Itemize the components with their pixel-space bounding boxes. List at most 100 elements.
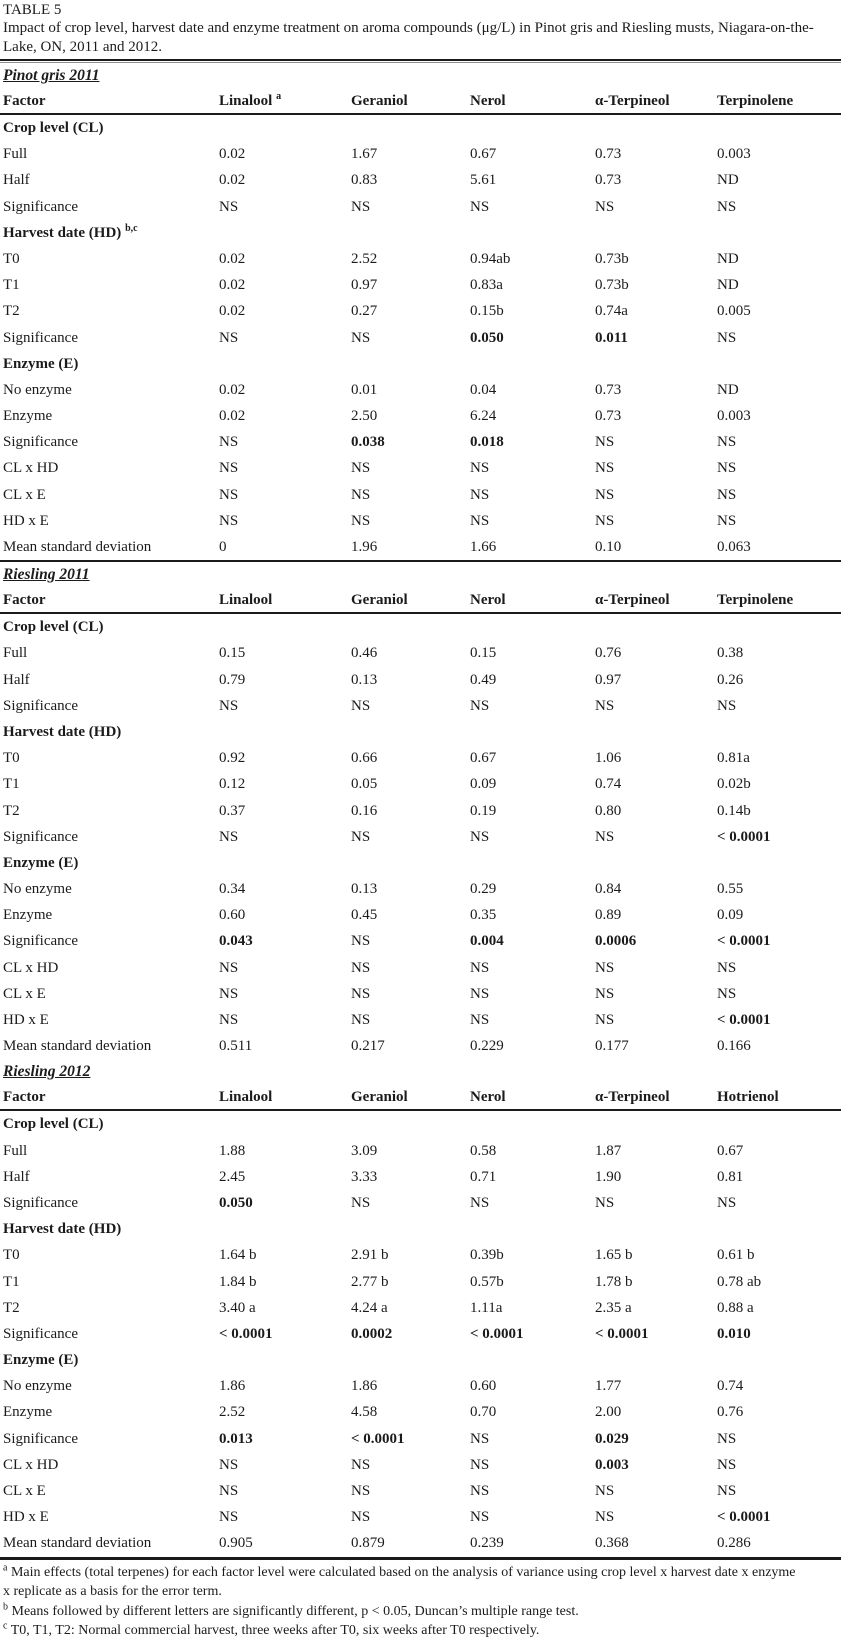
cell-text: NS: [470, 460, 490, 477]
footnote-line: a Main effects (total terpenes) for each…: [3, 1563, 841, 1583]
cell-text: 2.52: [351, 250, 378, 267]
cell-text: NS: [595, 434, 615, 451]
cell-text: Harvest date (HD): [3, 224, 122, 241]
value-cell: 0.13: [351, 876, 470, 902]
cell-text: CL x E: [3, 985, 46, 1002]
cell-text: < 0.0001: [470, 1325, 524, 1342]
value-cell: 1.96: [351, 534, 470, 560]
cell-text: Factor: [3, 93, 46, 109]
value-cell: NS: [219, 482, 351, 508]
value-cell: 0: [219, 534, 351, 560]
cell-text: < 0.0001: [219, 1325, 273, 1342]
value-cell: 0.60: [470, 1373, 595, 1399]
value-cell: NS: [595, 981, 717, 1007]
cell-text: Half: [3, 671, 30, 688]
cell-text: NS: [595, 828, 615, 845]
value-cell: 0.15b: [470, 298, 595, 324]
value-cell: 0.79: [219, 667, 351, 693]
cell-text: NS: [595, 460, 615, 477]
value-cell: NS: [351, 508, 470, 534]
cell-text: NS: [470, 1456, 490, 1473]
value-cell: 2.45: [219, 1164, 351, 1190]
cell-text: < 0.0001: [595, 1325, 649, 1342]
cell-text: 0.46: [351, 645, 378, 662]
cell-text: 0.011: [595, 329, 628, 346]
cell-text: Full: [3, 146, 28, 163]
value-cell: 0.67: [717, 1138, 841, 1164]
cell-text: 0.58: [470, 1142, 497, 1159]
cell-text: 3.40 a: [219, 1299, 256, 1316]
cell-text: 1.86: [219, 1378, 246, 1395]
cell-text: 0.003: [717, 146, 751, 163]
header-rule: [0, 612, 841, 615]
table-row: Mean standard deviation 0 1.96 1.66 0.10 0.06…: [0, 534, 841, 560]
cell-text: 0.81a: [717, 750, 750, 767]
cell-text: NS: [717, 985, 737, 1002]
cell-text: 1.84 b: [219, 1273, 257, 1290]
column-header: Factor: [3, 1084, 219, 1110]
cell-text: 0.15: [219, 645, 246, 662]
cell-text: Enzyme (E): [3, 854, 79, 871]
value-cell: 0.73: [595, 377, 717, 403]
value-cell: NS: [351, 482, 470, 508]
cell-text: < 0.0001: [717, 933, 771, 950]
value-cell: NS: [219, 1007, 351, 1033]
cell-text: Half: [3, 172, 30, 189]
cell-text: Mean standard deviation: [3, 1038, 152, 1055]
cell-text: Significance: [3, 198, 78, 215]
value-cell: 0.73b: [595, 272, 717, 298]
value-cell: NS: [470, 482, 595, 508]
superscript: a: [276, 91, 282, 102]
cell-text: 0.511: [219, 1038, 253, 1055]
row-label: Harvest date (HD) b,c: [3, 220, 219, 246]
cell-text: 0.02: [219, 408, 246, 425]
cell-text: α-Terpineol: [595, 592, 670, 609]
value-cell: 0.02: [219, 167, 351, 193]
cell-text: α-Terpineol: [595, 1089, 670, 1106]
value-cell: NS: [717, 482, 841, 508]
cell-text: NS: [595, 985, 615, 1002]
footnote-marker: b: [3, 1600, 8, 1612]
cell-text: Significance: [3, 933, 78, 950]
value-cell: 0.09: [717, 902, 841, 928]
cell-text: 2.52: [219, 1404, 246, 1421]
cell-text: 4.58: [351, 1404, 378, 1421]
value-cell: NS: [595, 1478, 717, 1504]
cell-text: Mean standard deviation: [3, 1535, 152, 1552]
cell-text: α-Terpineol: [595, 93, 670, 109]
value-cell: 1.78 b: [595, 1269, 717, 1295]
table-caption: Impact of crop level, harvest date and e…: [3, 20, 814, 55]
cell-text: 0.84: [595, 881, 622, 898]
cell-text: NS: [351, 329, 371, 346]
value-cell: 2.77 b: [351, 1269, 470, 1295]
value-cell: NS: [595, 824, 717, 850]
value-cell: 0.38: [717, 640, 841, 666]
row-label: Full: [3, 141, 219, 167]
cell-text: 1.88: [219, 1142, 246, 1159]
caption-rule: [0, 59, 841, 63]
cell-text: NS: [717, 1483, 737, 1499]
cell-text: 0.37: [219, 802, 246, 819]
cell-text: 2.50: [351, 408, 378, 425]
value-cell: 0.67: [470, 745, 595, 771]
cell-text: 0.239: [470, 1535, 504, 1552]
row-label: Mean standard deviation: [3, 1530, 219, 1556]
row-label: HD x E: [3, 508, 219, 534]
cell-text: 0.09: [470, 776, 497, 793]
value-cell: 0.76: [595, 640, 717, 666]
value-cell: NS: [219, 455, 351, 481]
table-row: CL x E NS NS NS NS NS: [0, 1478, 841, 1504]
cell-text: T2: [3, 303, 20, 320]
cell-text: 0.26: [717, 671, 744, 688]
cell-text: 0.166: [717, 1038, 751, 1055]
cell-text: 1.64 b: [219, 1247, 257, 1264]
row-label: CL x E: [3, 981, 219, 1007]
cell-text: NS: [351, 697, 371, 714]
value-cell: 0.61 b: [717, 1242, 841, 1268]
cell-text: Significance: [3, 1194, 78, 1211]
column-header-row: Factor Linalool Geraniol Nerol α-Terpineol Te…: [0, 587, 841, 612]
value-cell: 0.010: [717, 1321, 841, 1347]
footnote-rule: [0, 1556, 841, 1560]
subsection-row: Enzyme (E): [0, 1347, 841, 1373]
row-label: HD x E: [3, 1007, 219, 1033]
